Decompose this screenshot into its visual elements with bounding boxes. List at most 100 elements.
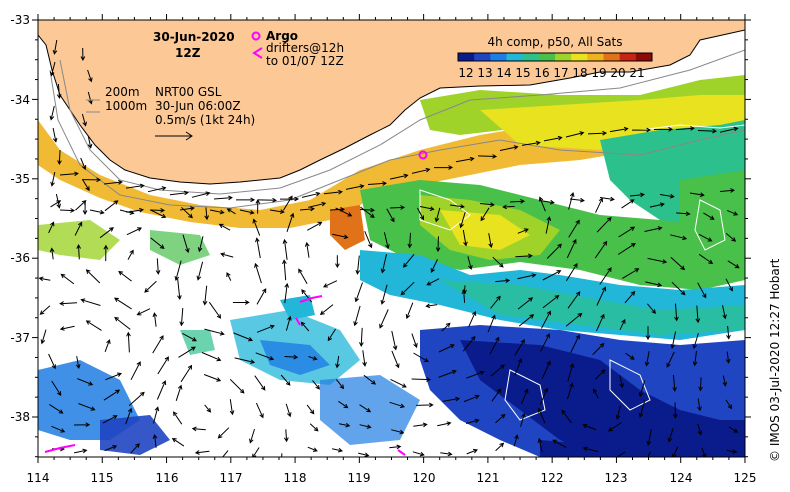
current-arrow [419, 206, 435, 211]
current-arrow [178, 346, 196, 358]
current-arrow [285, 315, 292, 331]
current-arrow [467, 256, 473, 271]
current-arrow [438, 344, 455, 353]
lat-tick-label: -33 [10, 13, 30, 27]
current-arrow [407, 232, 413, 249]
current-arrow [520, 412, 526, 427]
current-arrow [147, 186, 167, 193]
current-arrow [621, 199, 635, 209]
lon-tick-label: 119 [348, 471, 371, 485]
current-arrow [566, 382, 574, 400]
lon-tick-label: 117 [220, 471, 243, 485]
current-arrow [327, 328, 337, 342]
current-arrow [670, 234, 688, 241]
current-arrow [495, 413, 506, 424]
current-arrow [725, 351, 731, 364]
current-arrow [219, 450, 229, 457]
isobath-200-label: 200m [105, 85, 140, 99]
current-arrow [502, 204, 515, 210]
current-arrow [52, 127, 58, 143]
current-arrow [59, 301, 78, 306]
current-arrow [204, 404, 212, 413]
current-arrow [213, 195, 233, 201]
current-arrow [155, 258, 161, 275]
current-arrow [653, 126, 674, 132]
current-arrow [438, 369, 457, 378]
lon-tick-label: 122 [541, 471, 564, 485]
current-arrow [435, 236, 441, 253]
current-arrow [312, 380, 320, 390]
current-arrow [719, 126, 739, 133]
current-arrow [73, 422, 91, 428]
current-arrow [234, 357, 256, 364]
current-arrow [182, 234, 190, 254]
current-arrow [217, 427, 230, 439]
current-arrow [666, 351, 675, 368]
current-arrow [567, 362, 575, 382]
current-arrow [87, 91, 93, 105]
current-arrow [495, 442, 505, 452]
current-arrow [51, 380, 62, 396]
current-arrow [697, 282, 707, 299]
colorbar-swatch [635, 53, 653, 61]
current-arrow [541, 310, 551, 329]
current-arrow [332, 233, 349, 240]
current-arrow [226, 208, 236, 215]
current-arrow [521, 140, 541, 146]
current-arrow [364, 231, 373, 249]
current-arrow [359, 404, 372, 413]
current-arrow [489, 336, 500, 355]
current-arrow [308, 201, 327, 208]
current-arrow [466, 370, 485, 379]
current-arrow [676, 211, 691, 217]
current-arrow [281, 453, 283, 457]
current-arrow [638, 380, 646, 398]
colorbar-tick-label: 18 [572, 66, 587, 80]
current-arrow [103, 244, 109, 262]
current-arrow [425, 303, 438, 309]
current-arrow [285, 403, 292, 418]
current-arrow [103, 389, 121, 401]
current-arrow [204, 207, 209, 221]
colorbar-tick-label: 16 [534, 66, 549, 80]
colorbar-swatch [587, 53, 604, 61]
current-arrow [569, 197, 585, 203]
current-arrow [434, 207, 441, 223]
scale-arrow [155, 131, 193, 141]
current-arrow [514, 339, 525, 356]
current-arrow [490, 295, 501, 309]
current-arrow [254, 262, 262, 284]
current-arrow [279, 196, 300, 202]
current-arrow [537, 407, 546, 424]
current-arrow [335, 355, 340, 369]
current-arrow [568, 191, 575, 210]
current-arrow [73, 448, 88, 454]
current-arrow [233, 332, 254, 342]
current-arrow [56, 83, 62, 100]
current-arrow [105, 372, 122, 381]
current-arrow [638, 400, 646, 418]
current-arrow [645, 326, 651, 341]
current-arrow [130, 443, 140, 454]
current-arrow [300, 321, 310, 332]
current-arrow [149, 207, 166, 213]
current-arrow [647, 451, 651, 457]
current-arrow [103, 180, 123, 185]
current-arrow [319, 304, 334, 316]
current-arrow [59, 171, 79, 177]
current-arrow [201, 352, 222, 362]
current-arrow [647, 257, 668, 264]
current-arrow [114, 316, 131, 330]
colorbar-tick-label: 13 [477, 66, 492, 80]
drifter-track [299, 295, 323, 303]
current-arrow [284, 282, 290, 304]
current-arrow [202, 285, 208, 306]
current-arrow [85, 269, 101, 284]
current-arrow [256, 288, 267, 305]
current-arrow [252, 447, 260, 457]
current-arrow [644, 351, 650, 367]
current-arrow [411, 333, 418, 349]
current-arrow [697, 128, 718, 134]
current-arrow [437, 421, 452, 427]
current-arrow [180, 364, 193, 383]
